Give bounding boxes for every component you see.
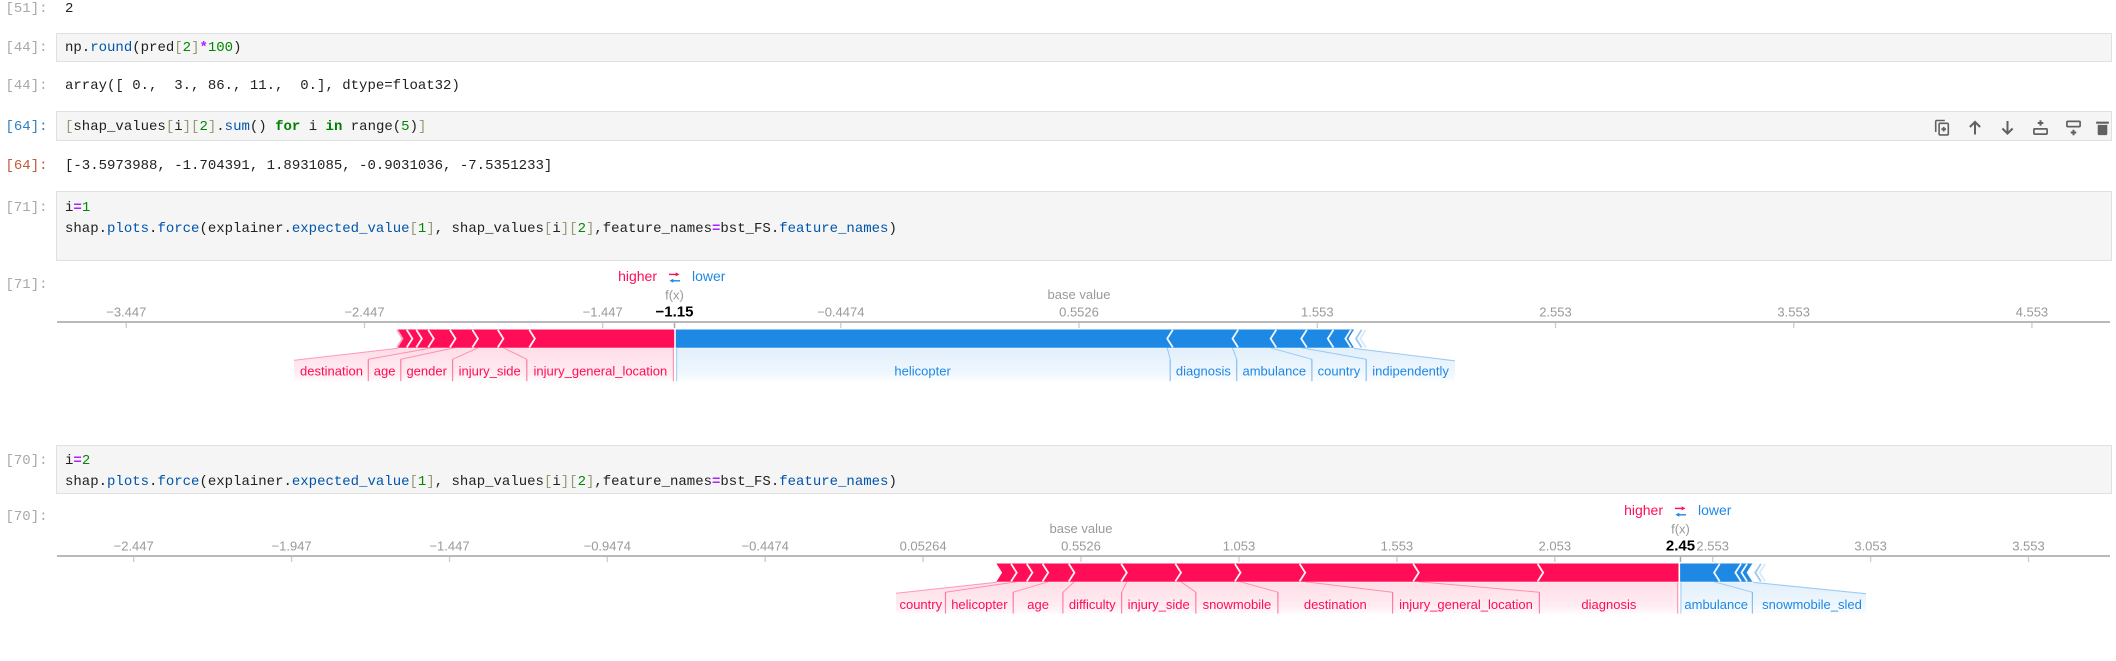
svg-text:age: age bbox=[1027, 597, 1049, 612]
svg-text:gender: gender bbox=[406, 364, 447, 379]
svg-text:higher: higher bbox=[1624, 502, 1663, 518]
svg-text:ambulance: ambulance bbox=[1684, 597, 1748, 612]
svg-text:0.5526: 0.5526 bbox=[1061, 539, 1101, 554]
svg-text:lower: lower bbox=[692, 268, 726, 284]
svg-text:base value: base value bbox=[1050, 521, 1113, 536]
svg-text:injury_general_location: injury_general_location bbox=[1399, 597, 1533, 612]
svg-text:helicopter: helicopter bbox=[951, 597, 1008, 612]
svg-text:2.053: 2.053 bbox=[1539, 539, 1572, 554]
svg-text:−1.447: −1.447 bbox=[583, 305, 623, 320]
svg-text:−0.4474: −0.4474 bbox=[817, 305, 864, 320]
svg-text:diagnosis: diagnosis bbox=[1176, 364, 1231, 379]
svg-text:1.553: 1.553 bbox=[1381, 539, 1414, 554]
svg-text:helicopter: helicopter bbox=[894, 364, 951, 379]
svg-text:base value: base value bbox=[1048, 287, 1111, 302]
svg-text:1.553: 1.553 bbox=[1301, 305, 1334, 320]
svg-text:ambulance: ambulance bbox=[1242, 364, 1306, 379]
svg-text:2.45: 2.45 bbox=[1666, 538, 1695, 555]
svg-text:age: age bbox=[374, 364, 396, 379]
svg-text:injury_general_location: injury_general_location bbox=[534, 364, 668, 379]
svg-text:difficulty: difficulty bbox=[1069, 597, 1116, 612]
svg-text:3.053: 3.053 bbox=[1854, 539, 1887, 554]
svg-text:destination: destination bbox=[1304, 597, 1367, 612]
svg-text:−1.447: −1.447 bbox=[429, 539, 469, 554]
svg-text:country: country bbox=[899, 597, 942, 612]
svg-text:4.553: 4.553 bbox=[2016, 305, 2049, 320]
svg-text:0.5526: 0.5526 bbox=[1059, 305, 1099, 320]
svg-text:1.053: 1.053 bbox=[1223, 539, 1256, 554]
svg-text:injury_side: injury_side bbox=[1128, 597, 1190, 612]
svg-text:2.553: 2.553 bbox=[1696, 539, 1729, 554]
svg-text:snowmobile_sled: snowmobile_sled bbox=[1762, 597, 1862, 612]
svg-text:lower: lower bbox=[1698, 502, 1732, 518]
svg-text:snowmobile: snowmobile bbox=[1203, 597, 1272, 612]
svg-text:−0.9474: −0.9474 bbox=[584, 539, 631, 554]
svg-text:f(x): f(x) bbox=[665, 288, 684, 303]
svg-text:f(x): f(x) bbox=[1671, 522, 1690, 537]
svg-text:−2.447: −2.447 bbox=[344, 305, 384, 320]
svg-text:−3.447: −3.447 bbox=[106, 305, 146, 320]
svg-text:−1.947: −1.947 bbox=[272, 539, 312, 554]
svg-text:indipendently: indipendently bbox=[1372, 364, 1449, 379]
svg-text:3.553: 3.553 bbox=[2012, 539, 2045, 554]
svg-text:injury_side: injury_side bbox=[459, 364, 521, 379]
svg-text:3.553: 3.553 bbox=[1777, 305, 1810, 320]
svg-text:−0.4474: −0.4474 bbox=[742, 539, 789, 554]
svg-text:higher: higher bbox=[618, 268, 657, 284]
svg-text:destination: destination bbox=[300, 364, 363, 379]
svg-text:2.553: 2.553 bbox=[1539, 305, 1572, 320]
svg-text:−1.15: −1.15 bbox=[656, 304, 694, 321]
svg-text:country: country bbox=[1318, 364, 1361, 379]
svg-text:diagnosis: diagnosis bbox=[1581, 597, 1636, 612]
svg-text:0.05264: 0.05264 bbox=[900, 539, 947, 554]
svg-text:−2.447: −2.447 bbox=[114, 539, 154, 554]
